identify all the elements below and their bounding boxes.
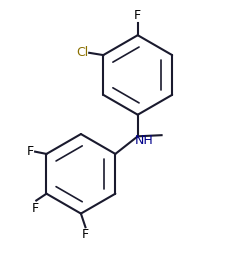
Text: NH: NH: [134, 134, 153, 147]
Text: F: F: [82, 228, 89, 241]
Text: F: F: [134, 9, 141, 21]
Text: Cl: Cl: [76, 46, 88, 59]
Text: F: F: [27, 145, 34, 158]
Text: F: F: [31, 202, 38, 215]
